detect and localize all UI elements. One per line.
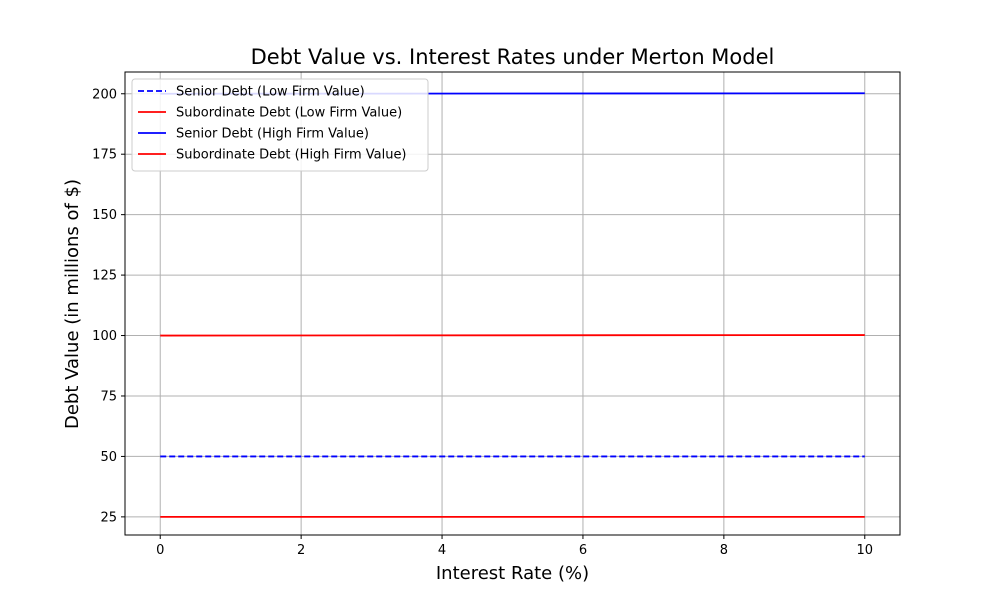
x-axis: 0 2 4 6 8 10	[156, 535, 873, 558]
legend-label: Senior Debt (High Firm Value)	[176, 127, 369, 142]
y-tick-label: 150	[92, 208, 117, 223]
y-tick-label: 25	[100, 510, 117, 525]
x-tick-label: 4	[438, 543, 446, 558]
y-tick-label: 100	[92, 329, 117, 344]
legend-label: Subordinate Debt (High Firm Value)	[176, 148, 407, 163]
chart-title: Debt Value vs. Interest Rates under Mert…	[251, 45, 775, 69]
x-tick-label: 2	[297, 543, 305, 558]
y-tick-label: 125	[92, 269, 117, 284]
x-tick-label: 8	[720, 543, 728, 558]
legend-label: Senior Debt (Low Firm Value)	[176, 85, 365, 100]
plot-area-frame	[124, 71, 901, 536]
y-axis-title: Debt Value (in millions of $)	[62, 179, 83, 429]
x-axis-title: Interest Rate (%)	[436, 563, 589, 584]
x-tick-label: 10	[856, 543, 873, 558]
y-tick-label: 50	[100, 450, 117, 465]
legend-label: Subordinate Debt (Low Firm Value)	[176, 106, 402, 121]
y-tick-label: 75	[100, 389, 117, 404]
y-tick-label: 200	[92, 87, 117, 102]
legend-box	[131, 78, 429, 172]
y-tick-label: 175	[92, 148, 117, 163]
x-tick-label: 6	[579, 543, 587, 558]
y-axis: 25 50 75 100 125 150 175 200	[92, 87, 125, 525]
x-tick-label: 0	[156, 543, 164, 558]
legend: Senior Debt (Low Firm Value) Subordinate …	[131, 78, 429, 172]
